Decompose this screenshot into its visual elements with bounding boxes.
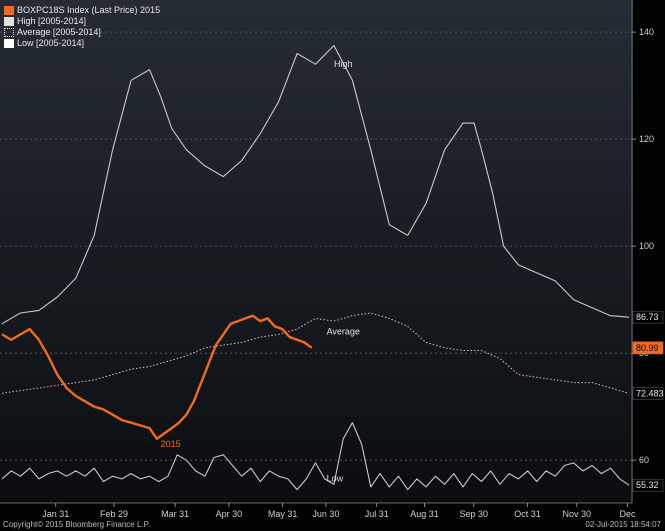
legend-label: Low [2005-2014] (17, 38, 85, 48)
legend-label: High [2005-2014] (17, 16, 87, 26)
x-tick-label: Oct 31 (514, 509, 541, 519)
x-tick-label: Dec (619, 509, 636, 519)
legend-item: High [2005-2014] (4, 16, 160, 27)
x-tick-label: Feb 29 (100, 509, 128, 519)
y-axis: 6080100120140 (631, 0, 654, 503)
copyright-text: Copyright© 2015 Bloomberg Finance L.P. (3, 520, 151, 529)
x-tick-label: Jul 31 (365, 509, 389, 519)
gridlines (0, 31, 632, 461)
last-value-label: 86.73 (636, 312, 659, 322)
x-tick-label: Jun 30 (312, 509, 339, 519)
legend-swatch-dotted (4, 28, 14, 37)
y-tick-label: 100 (639, 241, 654, 251)
timestamp-text: 02-Jul-2015 18:54:07 (585, 520, 661, 529)
last-value-tag (632, 387, 664, 400)
annotations: High Average 2015 Low (161, 59, 360, 484)
last-value-tag (632, 478, 664, 492)
legend-swatch-orange (4, 6, 14, 15)
series-lines (1, 44, 630, 491)
last-value-label: 72.483 (636, 388, 664, 398)
series-line (1, 312, 630, 394)
series-line (1, 314, 313, 440)
legend-label: BOXPC18S Index (Last Price) 2015 (17, 5, 161, 15)
y-tick-label: 60 (639, 455, 649, 465)
legend-item: Average [2005-2014] (4, 27, 160, 38)
last-value-tag (632, 341, 664, 355)
last-value-tag (632, 310, 664, 324)
legend-item: BOXPC18S Index (Last Price) 2015 (4, 5, 160, 16)
y-tick-label: 140 (639, 27, 654, 37)
x-tick-label: Nov 30 (562, 509, 591, 519)
series-line (1, 422, 630, 491)
last-value-tags: 86.73 80.99 72.483 55.32 (632, 310, 664, 492)
legend-swatch-solid (4, 17, 14, 26)
legend: BOXPC18S Index (Last Price) 2015 High [2… (4, 5, 160, 49)
series-label: Low (327, 474, 344, 484)
x-tick-label: Sep 30 (459, 509, 488, 519)
plot-background (0, 0, 633, 503)
x-tick-label: Jan 31 (42, 509, 69, 519)
x-tick-label: May 31 (268, 509, 298, 519)
legend-label: Average [2005-2014] (17, 27, 101, 37)
series-line (1, 44, 630, 325)
x-tick-label: Apr 30 (216, 509, 243, 519)
last-value-label: 80.99 (636, 343, 659, 353)
last-value-label: 55.32 (636, 480, 659, 490)
series-label: High (334, 59, 353, 69)
y-tick-label: 120 (639, 134, 654, 144)
footer: Copyright© 2015 Bloomberg Finance L.P. 0… (0, 519, 665, 531)
x-axis: Jan 31 Feb 29 Mar 31 Apr 30 May 31 Jun 30 Jul … (0, 502, 636, 519)
series-label: 2015 (161, 439, 181, 449)
legend-item: Low [2005-2014] (4, 38, 160, 49)
x-tick-label: Mar 31 (161, 509, 189, 519)
series-label: Average (327, 326, 360, 336)
legend-swatch-solid (4, 39, 14, 48)
x-tick-label: Aug 31 (410, 509, 439, 519)
